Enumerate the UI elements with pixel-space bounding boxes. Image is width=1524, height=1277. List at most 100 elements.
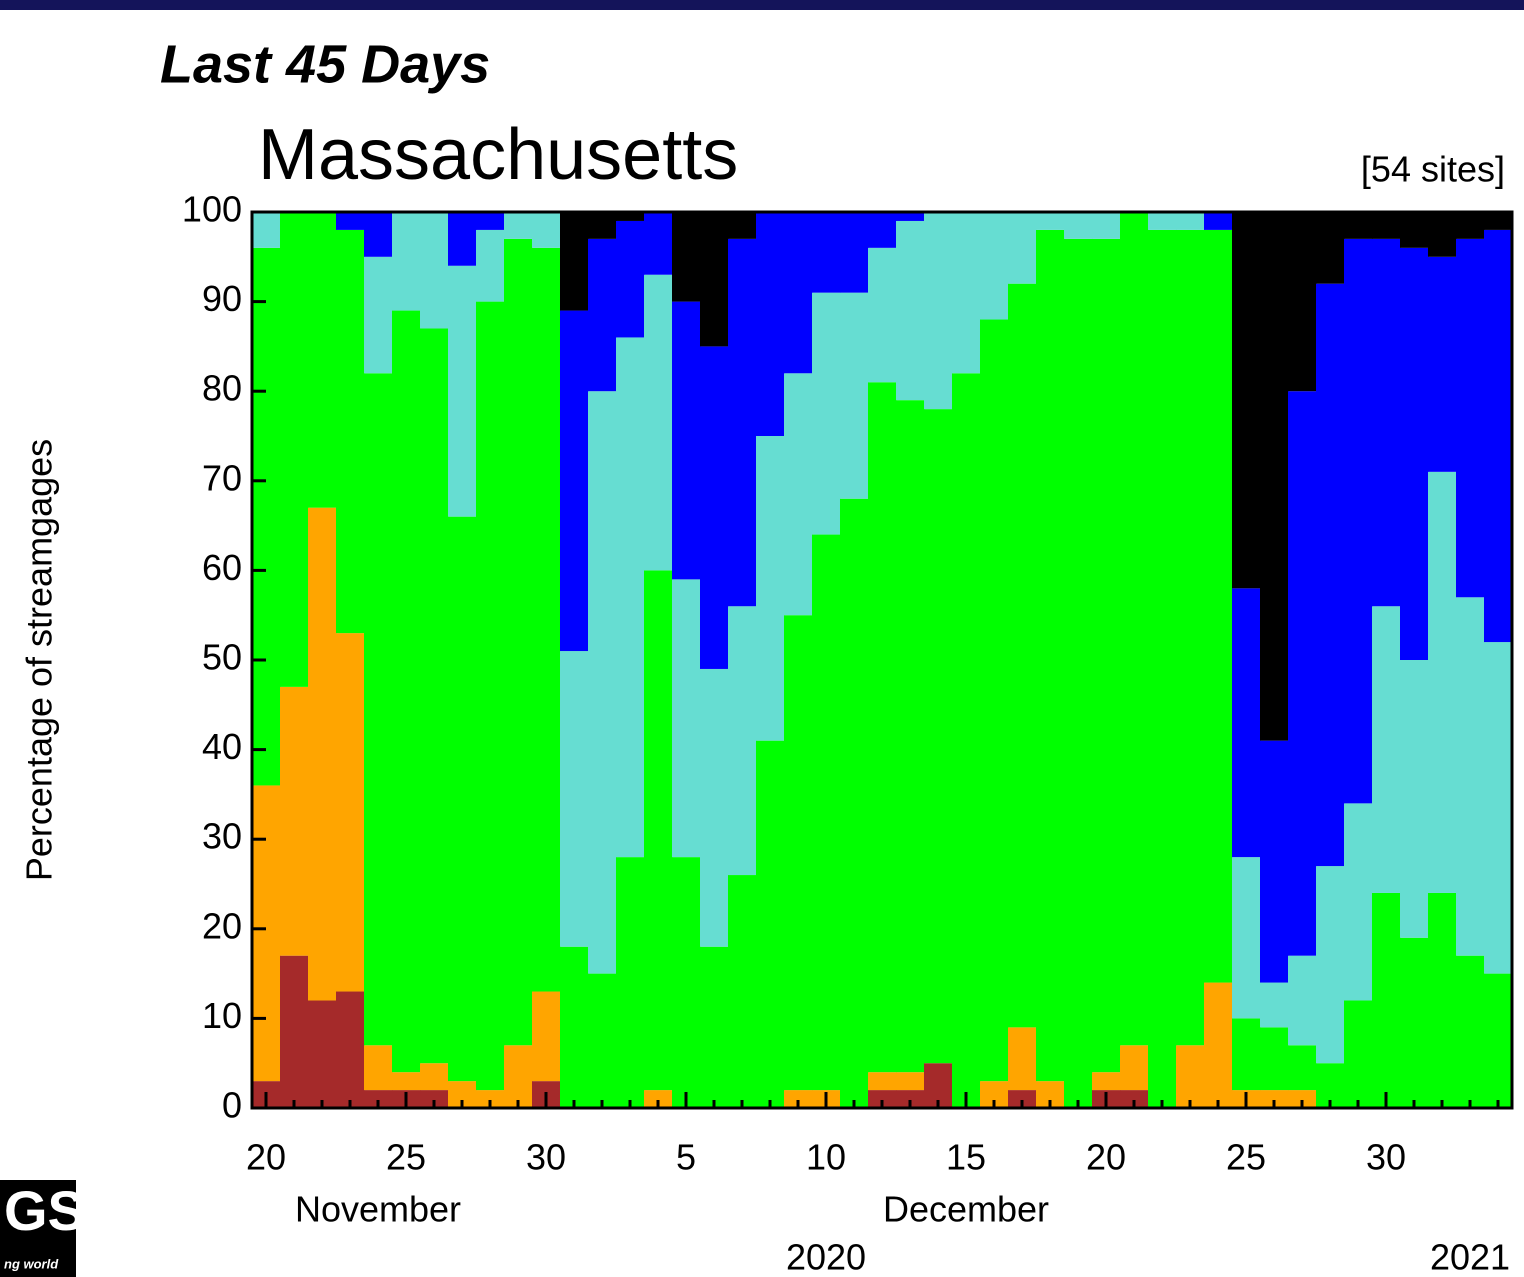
x-tick-label: 20 bbox=[246, 1137, 286, 1178]
bar-segment bbox=[476, 212, 505, 230]
bar-segment bbox=[280, 955, 309, 1108]
annotation: [54 sites] bbox=[1361, 149, 1505, 190]
bar-segment bbox=[560, 310, 589, 652]
bar-segment bbox=[1260, 1027, 1289, 1091]
bar-segment bbox=[364, 373, 393, 1046]
bar-segment bbox=[1008, 1027, 1037, 1091]
logo-box bbox=[0, 1180, 76, 1277]
bar-segment bbox=[504, 238, 533, 1046]
bar-segment bbox=[1092, 238, 1121, 1073]
y-tick-label: 70 bbox=[202, 457, 242, 498]
bar-segment bbox=[1176, 1045, 1205, 1108]
bar-segment bbox=[364, 1090, 393, 1108]
month-label: November bbox=[295, 1189, 461, 1230]
chart-title: Massachusetts bbox=[258, 115, 738, 195]
bar-segment bbox=[1008, 1090, 1037, 1108]
bar-segment bbox=[924, 409, 953, 1064]
y-tick-label: 80 bbox=[202, 368, 242, 409]
bar-segment bbox=[1232, 212, 1261, 589]
header: Last 45 Days bbox=[160, 34, 490, 94]
bar-segment bbox=[700, 946, 729, 1108]
bar-segment bbox=[1484, 642, 1512, 974]
bar-segment bbox=[868, 212, 897, 248]
bar-segment bbox=[504, 212, 533, 239]
bar-segment bbox=[1148, 229, 1177, 1108]
bar-segment bbox=[1288, 955, 1317, 1046]
bar-segment bbox=[1232, 588, 1261, 858]
bar-segment bbox=[420, 212, 449, 329]
bar-segment bbox=[1120, 1090, 1149, 1108]
bar-segment bbox=[1092, 212, 1121, 239]
y-tick-label: 100 bbox=[182, 189, 242, 230]
bar-segment bbox=[784, 615, 813, 1091]
bar-segment bbox=[560, 651, 589, 947]
bar-segment bbox=[1372, 892, 1401, 1108]
x-tick-label: 30 bbox=[526, 1137, 566, 1178]
bar-segment bbox=[672, 857, 701, 1108]
bar-segment bbox=[1036, 212, 1065, 230]
bar-segment bbox=[896, 1072, 925, 1091]
bar-segment bbox=[336, 991, 365, 1108]
bar-segment bbox=[1260, 1090, 1289, 1108]
bar-segment bbox=[560, 212, 589, 311]
bar-segment bbox=[1400, 212, 1429, 248]
bar-segment bbox=[1316, 866, 1345, 1064]
bar-segment bbox=[532, 247, 561, 992]
bar-segment bbox=[700, 212, 729, 347]
bar-segment bbox=[896, 212, 925, 221]
bar-segment bbox=[1288, 1045, 1317, 1091]
bar-segment bbox=[588, 212, 617, 239]
bar-segment bbox=[1316, 212, 1345, 284]
x-tick-label: 5 bbox=[676, 1137, 696, 1178]
bar-segment bbox=[840, 292, 869, 499]
top-bar bbox=[0, 0, 1524, 10]
x-tick-label: 25 bbox=[1226, 1137, 1266, 1178]
bar-segment bbox=[448, 516, 477, 1082]
x-tick-label: 30 bbox=[1366, 1137, 1406, 1178]
y-tick-label: 30 bbox=[202, 816, 242, 857]
bar-segment bbox=[1036, 229, 1065, 1082]
bar-segment bbox=[476, 1090, 505, 1108]
bar-segment bbox=[1092, 1072, 1121, 1091]
bar-segment bbox=[1484, 229, 1512, 643]
bar-segment bbox=[924, 212, 953, 410]
bar-segment bbox=[1372, 212, 1401, 239]
bar-segment bbox=[896, 1090, 925, 1108]
bar-segment bbox=[672, 212, 701, 302]
bar-segment bbox=[784, 1090, 813, 1108]
y-tick-label: 60 bbox=[202, 547, 242, 588]
bar-segment bbox=[728, 238, 757, 607]
bar-segment bbox=[392, 310, 421, 1073]
bar-segment bbox=[1260, 740, 1289, 983]
y-axis-label: Percentage of streamgages bbox=[19, 439, 60, 881]
bar-segment bbox=[1008, 283, 1037, 1028]
bar-segment bbox=[616, 220, 645, 338]
bar-segment bbox=[1372, 606, 1401, 893]
bar-segment bbox=[504, 1045, 533, 1108]
bar-segment bbox=[1120, 212, 1149, 1046]
bar-segment bbox=[588, 973, 617, 1108]
bar-segment bbox=[476, 301, 505, 1091]
bar-segment bbox=[1176, 212, 1205, 230]
bar-segment bbox=[616, 337, 645, 858]
bar-segment bbox=[1456, 212, 1485, 239]
bar-segment bbox=[980, 212, 1009, 320]
bar-segment bbox=[1428, 471, 1457, 893]
bar-segment bbox=[1204, 212, 1233, 230]
bar-segment bbox=[280, 686, 309, 956]
bar-segment bbox=[672, 579, 701, 858]
bar-segment bbox=[756, 436, 785, 741]
bar-segment bbox=[532, 212, 561, 248]
bar-segment bbox=[756, 212, 785, 436]
bar-segment bbox=[700, 668, 729, 947]
bar-segment bbox=[1204, 982, 1233, 1108]
bar-segment bbox=[1484, 212, 1512, 230]
x-tick-label: 15 bbox=[946, 1137, 986, 1178]
bar-segment bbox=[1372, 238, 1401, 607]
logo-mark: GS bbox=[4, 1179, 85, 1242]
bar-segment bbox=[896, 400, 925, 1073]
bar-segment bbox=[840, 498, 869, 1108]
year-label: 2021 bbox=[1430, 1237, 1510, 1277]
bar-segment bbox=[1344, 238, 1373, 804]
month-label: December bbox=[883, 1189, 1049, 1230]
